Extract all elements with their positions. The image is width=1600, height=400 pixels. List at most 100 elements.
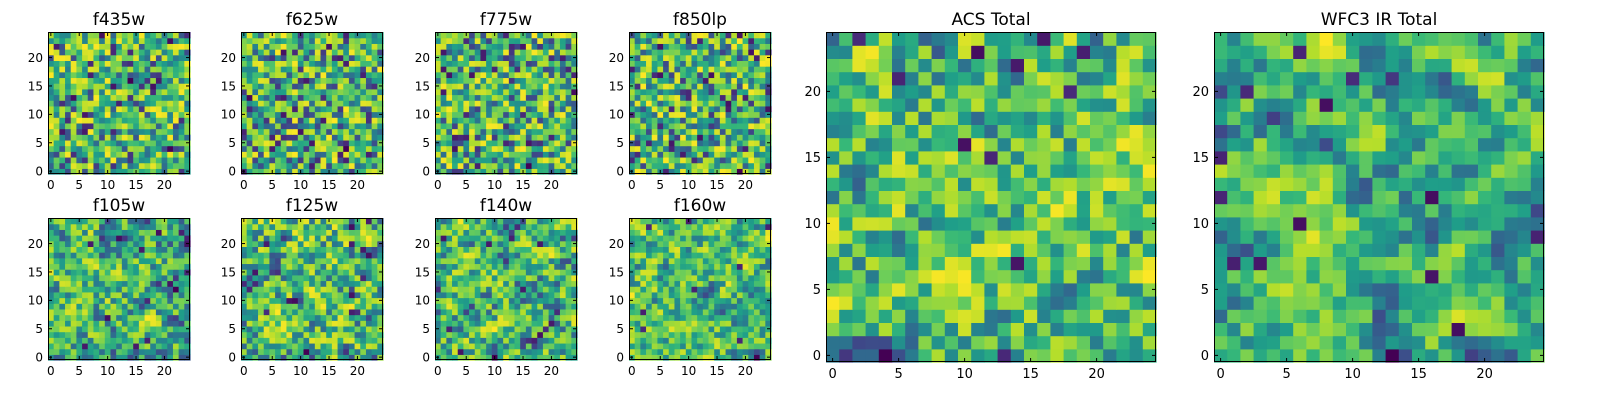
heatmap-cell xyxy=(70,280,77,287)
heatmap-cell xyxy=(150,49,157,56)
heatmap-cell xyxy=(685,37,693,44)
heatmap-cell xyxy=(702,71,710,79)
heatmap-cell xyxy=(548,274,555,282)
heatmap-cell xyxy=(480,263,487,270)
heatmap-cell xyxy=(331,246,339,253)
heatmap-cell xyxy=(457,337,464,344)
heatmap-cell xyxy=(150,37,157,44)
heatmap-cell xyxy=(348,37,356,44)
heatmap-cell xyxy=(292,49,299,56)
heatmap-cell xyxy=(691,151,698,158)
heatmap-cell xyxy=(446,348,453,355)
heatmap-cell xyxy=(565,134,572,141)
heatmap-cell xyxy=(463,139,470,147)
heatmap-cell xyxy=(263,269,270,276)
heatmap-cell xyxy=(663,49,670,56)
heatmap-cell xyxy=(736,151,744,158)
heatmap-cell xyxy=(275,320,282,327)
heatmap-cell xyxy=(93,128,100,135)
heatmap-cell xyxy=(674,100,681,107)
heatmap-cell xyxy=(463,263,470,270)
heatmap-cell xyxy=(263,145,270,152)
heatmap-cell xyxy=(65,286,72,293)
heatmap-cell xyxy=(525,83,533,90)
heatmap-cell xyxy=(548,111,555,118)
heatmap-cell xyxy=(65,235,72,242)
heatmap-cell xyxy=(82,246,89,253)
heatmap-cell xyxy=(440,252,447,259)
heatmap-cell xyxy=(178,128,185,135)
heatmap-cell xyxy=(668,308,676,316)
heatmap-cell xyxy=(457,274,464,282)
heatmap-cell xyxy=(452,342,459,350)
heatmap-cell xyxy=(303,88,310,96)
heatmap-cell xyxy=(446,297,453,304)
heatmap-cell xyxy=(446,54,453,61)
heatmap-cell xyxy=(759,94,766,101)
heatmap-cell xyxy=(497,139,504,147)
heatmap-cell xyxy=(314,348,322,355)
heatmap-cell xyxy=(48,100,55,107)
heatmap-cell xyxy=(337,105,344,113)
heatmap-cell xyxy=(365,348,373,355)
heatmap-cell xyxy=(269,240,276,247)
heatmap-cell xyxy=(469,151,476,158)
heatmap-cell xyxy=(674,337,681,344)
heatmap-cell xyxy=(76,303,83,310)
heatmap-cell xyxy=(685,162,693,169)
heatmap-cell xyxy=(354,240,361,247)
heatmap-cell xyxy=(714,320,721,327)
heatmap-cell xyxy=(161,331,168,338)
heatmap-cell xyxy=(87,151,95,158)
heatmap-cell xyxy=(178,269,185,276)
heatmap-cell xyxy=(53,229,60,236)
heatmap-cell xyxy=(508,122,516,130)
heatmap-cell xyxy=(691,43,698,50)
heatmap-cell xyxy=(503,235,510,242)
heatmap-cell xyxy=(457,156,464,164)
heatmap-cell xyxy=(133,83,140,90)
heatmap-cell xyxy=(53,314,60,321)
heatmap-cell xyxy=(263,111,270,118)
heatmap-cell xyxy=(70,100,77,107)
heatmap-cell xyxy=(371,308,378,316)
heatmap-cell xyxy=(314,331,322,338)
heatmap-cell xyxy=(508,60,516,67)
heatmap-cell xyxy=(53,320,60,327)
heatmap-cell xyxy=(542,269,550,276)
heatmap-cell xyxy=(343,66,350,73)
heatmap-cell xyxy=(59,43,66,50)
heatmap-cell xyxy=(657,37,664,44)
heatmap-cell xyxy=(241,320,248,327)
heatmap-cell xyxy=(497,223,504,230)
heatmap-cell xyxy=(753,331,761,338)
heatmap-cell xyxy=(337,229,344,236)
heatmap-cell xyxy=(371,88,378,96)
heatmap-cell xyxy=(82,280,89,287)
heatmap-cell xyxy=(320,314,327,321)
heatmap-cell xyxy=(708,331,715,338)
x-tick-label: 5 xyxy=(462,364,470,378)
heatmap-cell xyxy=(348,145,356,152)
y-tick-label: 0 xyxy=(422,350,430,364)
heatmap-cell xyxy=(629,100,636,107)
heatmap-cell xyxy=(297,37,305,44)
heatmap-cell xyxy=(742,49,749,56)
heatmap-cell xyxy=(65,151,72,158)
heatmap-cell xyxy=(292,229,299,236)
heatmap-cell xyxy=(514,263,521,270)
heatmap-cell xyxy=(759,71,766,79)
heatmap-cell xyxy=(326,269,333,276)
heatmap-cell xyxy=(697,162,704,169)
heatmap-cell xyxy=(150,43,157,50)
heatmap-cell xyxy=(742,308,749,316)
heatmap-cell xyxy=(127,151,134,158)
heatmap-cell xyxy=(59,134,66,141)
heatmap-cell xyxy=(497,331,504,338)
heatmap-cell xyxy=(121,49,129,56)
heatmap-cell xyxy=(725,314,732,321)
heatmap-cell xyxy=(377,145,384,152)
heatmap-cell xyxy=(674,348,681,355)
heatmap-cell xyxy=(508,348,516,355)
heatmap-cell xyxy=(138,145,146,152)
